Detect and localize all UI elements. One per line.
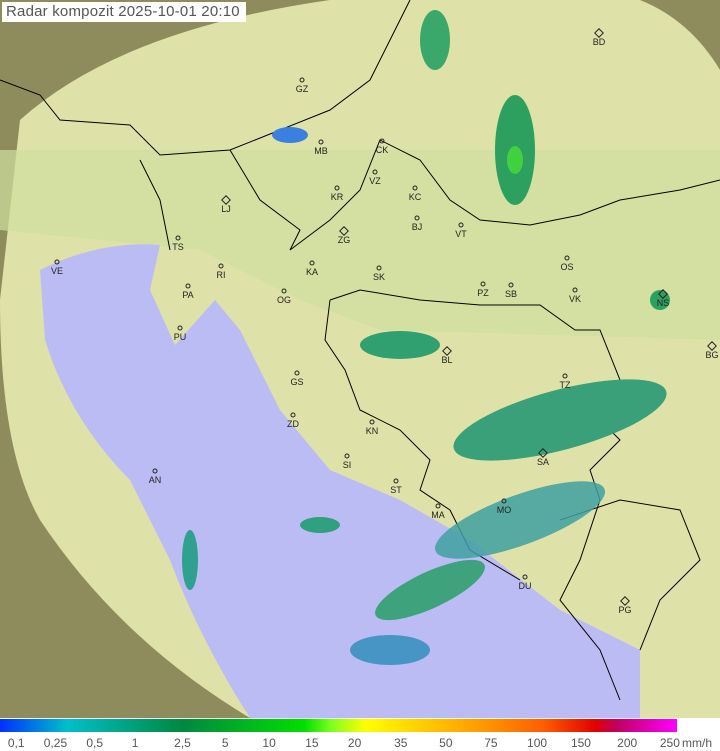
legend-tick-label: 1: [131, 736, 139, 750]
city-marker-icon: [54, 259, 60, 265]
city-marker-icon: [379, 138, 385, 144]
land-north: [0, 150, 720, 340]
city-label: SK: [372, 272, 386, 282]
city-label: KC: [408, 192, 422, 202]
city-label: SB: [504, 289, 518, 299]
city-label: VT: [455, 229, 467, 239]
city-marker-icon: [218, 263, 224, 269]
radar-map: [0, 0, 720, 718]
legend-labels: 0,1 0,25 0,5 1 2,5 5 10 15 20 35 50 75 100 150 200 250 m…: [0, 736, 720, 751]
city-marker-icon: [412, 185, 418, 191]
city-marker-icon: [152, 468, 158, 474]
city-marker-icon: [309, 260, 315, 266]
legend-tick-label: 2,5: [174, 736, 191, 750]
city-marker-icon: [299, 77, 305, 83]
legend-unit: mm/h: [682, 736, 712, 750]
city-label: ZD: [287, 419, 299, 429]
city-marker-icon: [376, 265, 382, 271]
city-marker-icon: [344, 453, 350, 459]
city-marker-icon: [414, 215, 420, 221]
city-marker-icon: [435, 503, 441, 509]
city-label: TS: [172, 242, 184, 252]
legend-tick-label: 75: [484, 736, 498, 750]
city-marker-icon: [508, 282, 514, 288]
city-label: CK: [375, 145, 389, 155]
legend-tick-label: 20: [347, 736, 362, 750]
city-label: ZG: [337, 235, 351, 245]
city-label: MO: [496, 505, 512, 515]
city-label: TZ: [559, 380, 571, 390]
city-label: PU: [173, 332, 187, 342]
city-marker-icon: [185, 283, 191, 289]
city-label: VZ: [369, 176, 381, 186]
city-marker-icon: [393, 478, 399, 484]
city-label: ST: [390, 485, 402, 495]
legend-tick-label: 100: [527, 736, 548, 750]
legend-tick-label: 0,1: [7, 736, 25, 750]
precipitation-color-scale: [0, 719, 677, 732]
city-label: GS: [290, 377, 304, 387]
city-label: VK: [568, 294, 582, 304]
city-marker-icon: [572, 287, 578, 293]
legend-tick-label: 0,5: [86, 736, 104, 750]
city-marker-icon: [290, 412, 296, 418]
city-label: DU: [518, 581, 532, 591]
city-label: PG: [618, 605, 632, 615]
city-label: BL: [441, 355, 453, 365]
city-label: SI: [342, 460, 352, 470]
city-label: KN: [365, 426, 379, 436]
legend-tick-label: 35: [394, 736, 408, 750]
city-marker-icon: [369, 419, 375, 425]
city-marker-icon: [175, 235, 181, 241]
legend-tick-label: 150: [570, 736, 591, 750]
legend-tick-label: 5: [221, 736, 229, 750]
legend-tick-label: 0,25: [43, 736, 68, 750]
city-marker-icon: [372, 169, 378, 175]
city-label: AN: [148, 475, 162, 485]
city-label: MA: [431, 510, 445, 520]
city-label: KR: [330, 192, 344, 202]
city-marker-icon: [281, 288, 287, 294]
city-marker-icon: [294, 370, 300, 376]
city-marker-icon: [562, 373, 568, 379]
map-title: Radar kompozit 2025-10-01 20:10: [2, 2, 246, 22]
legend-tick-label: 50: [439, 736, 453, 750]
city-marker-icon: [334, 185, 340, 191]
city-label: PA: [182, 290, 194, 300]
city-label: KA: [305, 267, 319, 277]
city-marker-icon: [480, 281, 486, 287]
precipitation-echoes: [182, 10, 670, 665]
city-marker-icon: [522, 574, 528, 580]
legend-tick-label: 200: [617, 736, 638, 750]
city-label: SA: [536, 457, 550, 467]
city-label: PZ: [477, 288, 489, 298]
city-label: BD: [592, 37, 606, 47]
city-label: LJ: [221, 204, 231, 214]
city-label: BJ: [411, 222, 423, 232]
city-marker-icon: [177, 325, 183, 331]
city-label: MB: [314, 146, 328, 156]
adriatic-sea: [40, 244, 640, 718]
city-label: OG: [276, 295, 292, 305]
city-marker-icon: [501, 498, 507, 504]
legend-tick-label: 15: [305, 736, 319, 750]
city-label: VE: [50, 266, 64, 276]
city-label: BG: [705, 350, 719, 360]
city-label: GZ: [295, 84, 309, 94]
city-marker-icon: [318, 139, 324, 145]
city-marker-icon: [458, 222, 464, 228]
city-label: OS: [560, 262, 574, 272]
city-label: RI: [216, 270, 226, 280]
legend-tick-label: 250: [659, 736, 680, 750]
city-marker-icon: [564, 255, 570, 261]
city-label: NS: [656, 298, 670, 308]
legend-tick-label: 10: [262, 736, 276, 750]
